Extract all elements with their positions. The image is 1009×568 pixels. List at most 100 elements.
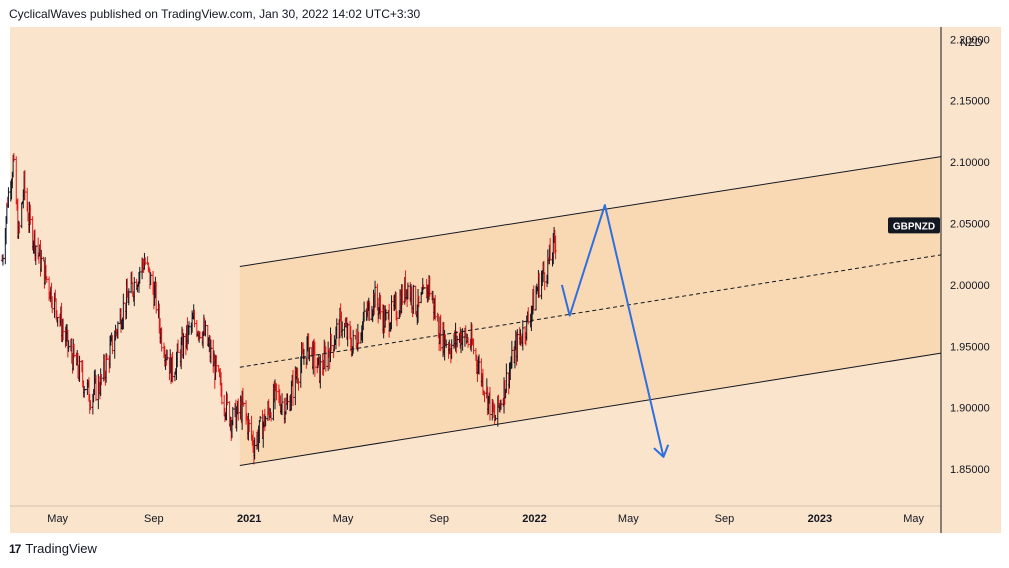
time-axis-background (10, 506, 941, 533)
price-bar (193, 309, 196, 328)
price-bar (100, 374, 103, 386)
channel-lower-line[interactable] (239, 352, 942, 466)
price-bar (434, 295, 437, 321)
tradingview-logo-icon: 17 (9, 541, 21, 556)
footer-brand-name: TradingView (25, 541, 97, 556)
price-bar (455, 335, 459, 348)
price-bar (231, 406, 234, 426)
price-bar (330, 333, 333, 352)
price-bar (516, 329, 519, 362)
price-bar (226, 393, 229, 406)
price-bar (373, 280, 377, 308)
price-bar (182, 333, 185, 359)
time-tick-label: 2021 (237, 513, 261, 525)
time-tick-label: May (333, 513, 354, 525)
price-bar (554, 235, 557, 260)
price-bar (275, 383, 278, 401)
time-tick-label: 2022 (522, 513, 546, 525)
price-bar (61, 318, 65, 341)
price-bar (144, 257, 147, 266)
price-bar (160, 327, 163, 352)
projection-path[interactable] (560, 204, 665, 458)
price-bar (494, 414, 497, 421)
price-bar (466, 337, 470, 348)
price-bar (23, 170, 27, 201)
time-axis[interactable]: May Sep 2021 May Sep 2022 May Sep 2023 May (47, 513, 924, 525)
channel-median-line[interactable] (239, 254, 942, 368)
price-bar (78, 355, 81, 383)
projection-arrowhead (653, 444, 670, 458)
time-tick-label: Sep (144, 513, 164, 525)
publish-header: CyclicalWaves published on TradingView.c… (9, 7, 421, 21)
price-bar (149, 272, 152, 286)
price-bar (138, 266, 141, 284)
price-tick-label: 1.90000 (950, 403, 990, 415)
price-bar (204, 320, 207, 337)
price-bar (488, 386, 492, 421)
price-bar (280, 393, 284, 416)
price-bar (379, 294, 382, 320)
time-tick-label: 2023 (808, 513, 832, 525)
time-tick-label: May (903, 513, 924, 525)
price-axis[interactable]: 2.20000 2.15000 2.10000 2.05000 2.00000 1.950… (950, 34, 990, 476)
time-tick-label: Sep (715, 513, 735, 525)
price-bar (412, 284, 415, 315)
price-bar (116, 321, 120, 339)
channel-fill (239, 156, 942, 466)
price-bar (351, 329, 355, 354)
price-bar (242, 402, 245, 407)
price-bar (154, 281, 158, 314)
price-bar (111, 335, 114, 355)
price-tick-label: 2.00000 (950, 280, 990, 292)
price-bar (247, 419, 251, 433)
time-tick-label: Sep (429, 513, 449, 525)
channel-upper-line[interactable] (239, 156, 942, 267)
price-bar (346, 322, 349, 347)
price-bar (187, 321, 191, 336)
price-bar (319, 354, 322, 389)
price-bar (18, 221, 21, 234)
price-bar (384, 309, 388, 321)
price-bar (264, 415, 267, 427)
price-bar (510, 340, 514, 369)
price-bar (313, 341, 317, 377)
price-bar (45, 276, 48, 283)
price-tick-label: 2.05000 (950, 219, 990, 231)
price-bar (83, 389, 87, 391)
price-bar (122, 293, 125, 330)
price-tick-label: 1.95000 (950, 341, 990, 353)
price-bar (439, 314, 442, 352)
price-bar (29, 204, 32, 225)
price-bar (258, 415, 262, 422)
price-bar (477, 354, 481, 375)
price-bar (237, 398, 240, 421)
price-bar (127, 288, 131, 306)
price-bar (220, 382, 224, 405)
price-bar (291, 370, 295, 407)
price-bar (1, 254, 5, 266)
price-bar (450, 339, 453, 360)
price-bar (12, 153, 16, 162)
time-tick-label: May (618, 513, 639, 525)
symbol-badge-label: GBPNZD (893, 221, 935, 232)
price-bar (362, 301, 366, 322)
price-bar (444, 339, 448, 348)
price-bar (417, 295, 421, 308)
price-bar (499, 399, 503, 410)
price-bar (395, 311, 399, 327)
price-bar (297, 378, 300, 391)
price-bar (423, 287, 426, 289)
price-bars (0, 153, 557, 465)
price-bar (406, 282, 410, 300)
price-tick-label: 1.85000 (950, 464, 990, 476)
price-bar (51, 296, 54, 314)
price-bar (341, 321, 344, 339)
price-bar (543, 272, 546, 291)
price-bar (527, 307, 530, 325)
price-bar (472, 338, 475, 355)
price-bar (171, 351, 174, 383)
price-bar (505, 363, 508, 394)
price-bar (548, 238, 552, 261)
time-tick-label: May (47, 513, 68, 525)
